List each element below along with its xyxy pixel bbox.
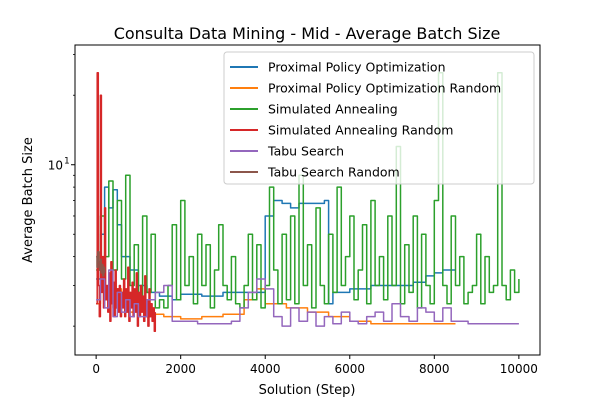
y-tick-label: 10 <box>48 159 63 173</box>
legend-label: Simulated Annealing <box>268 102 398 117</box>
x-tick-label: 4000 <box>250 362 281 376</box>
legend-label: Proximal Policy Optimization Random <box>268 81 501 96</box>
x-tick-label: 2000 <box>165 362 196 376</box>
series-line-6 <box>96 250 106 277</box>
x-tick-label: 6000 <box>334 362 365 376</box>
y-axis: 10 1 <box>48 54 75 327</box>
x-tick-label: 8000 <box>419 362 450 376</box>
x-tick-label: 10000 <box>500 362 538 376</box>
legend-label: Tabu Search Random <box>267 165 400 180</box>
series-line-4 <box>96 72 157 333</box>
y-axis-label: Average Batch Size <box>21 137 36 263</box>
y-tick-exponent: 1 <box>64 157 70 167</box>
legend-label: Simulated Annealing Random <box>268 123 453 138</box>
legend-items: Proximal Policy Optimization Proximal Pol… <box>230 60 501 180</box>
x-axis: 0 2000 4000 6000 8000 10000 <box>92 355 538 376</box>
legend-label: Tabu Search <box>267 144 344 159</box>
series-layer <box>96 72 520 333</box>
x-axis-label: Solution (Step) <box>259 383 356 398</box>
series-line-3 <box>96 72 520 309</box>
legend: Proximal Policy Optimization Proximal Pol… <box>223 51 535 185</box>
x-tick-label: 0 <box>92 362 100 376</box>
series-line-5 <box>96 269 519 327</box>
plot-border <box>74 44 541 356</box>
legend-label: Proximal Policy Optimization <box>268 60 446 75</box>
legend-box <box>223 51 535 185</box>
chart-title: Consulta Data Mining - Mid - Average Bat… <box>114 24 501 43</box>
